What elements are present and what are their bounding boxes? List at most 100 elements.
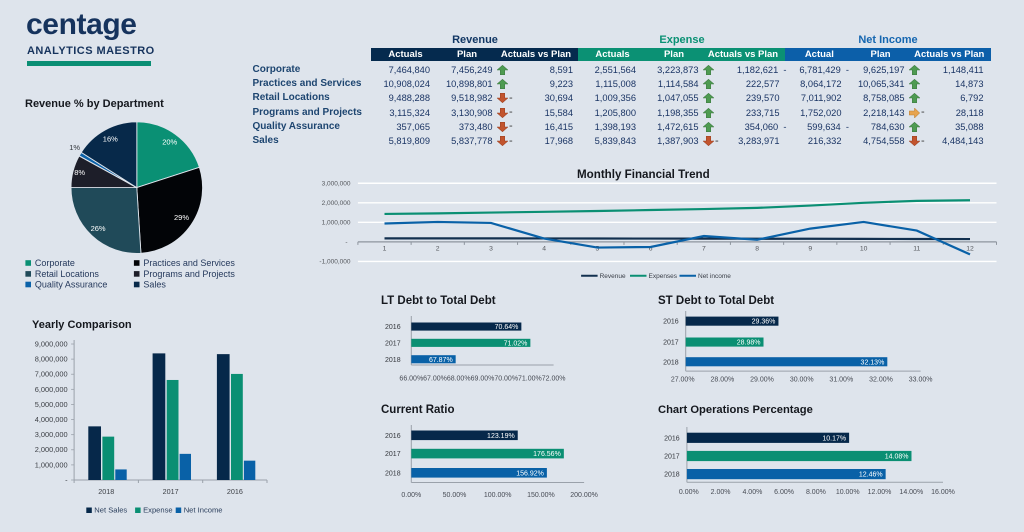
- svg-text:10.00%: 10.00%: [836, 489, 860, 496]
- svg-text:-1,000,000: -1,000,000: [319, 259, 350, 266]
- svg-text:28.98%: 28.98%: [737, 340, 761, 347]
- svg-text:6,000,000: 6,000,000: [35, 385, 68, 394]
- svg-text:2018: 2018: [98, 487, 114, 496]
- svg-text:71.00%: 71.00%: [518, 376, 542, 383]
- svg-text:2016: 2016: [663, 319, 679, 326]
- svg-text:32.13%: 32.13%: [861, 359, 885, 366]
- svg-text:2018: 2018: [663, 359, 679, 366]
- svg-text:11: 11: [913, 245, 920, 252]
- svg-text:2018: 2018: [385, 357, 401, 364]
- svg-text:69.00%: 69.00%: [471, 376, 495, 383]
- svg-text:27.00%: 27.00%: [671, 377, 695, 384]
- svg-text:1: 1: [383, 245, 387, 252]
- svg-text:0.00%: 0.00%: [679, 489, 699, 496]
- svg-text:20%: 20%: [162, 137, 177, 146]
- svg-text:-: -: [345, 239, 347, 246]
- svg-text:8.00%: 8.00%: [806, 489, 826, 496]
- svg-text:Sales: Sales: [143, 279, 166, 289]
- svg-text:67.87%: 67.87%: [429, 357, 453, 364]
- svg-text:28.00%: 28.00%: [711, 377, 735, 384]
- svg-text:8: 8: [755, 245, 759, 252]
- svg-text:156.92%: 156.92%: [516, 470, 544, 477]
- svg-text:16.00%: 16.00%: [931, 489, 955, 496]
- svg-text:2016: 2016: [227, 487, 243, 496]
- svg-text:16%: 16%: [103, 134, 118, 143]
- svg-text:1,000,000: 1,000,000: [35, 460, 68, 469]
- svg-text:100.00%: 100.00%: [484, 492, 512, 499]
- svg-text:200.00%: 200.00%: [570, 492, 598, 499]
- svg-text:2018: 2018: [385, 470, 401, 477]
- svg-text:67.00%: 67.00%: [423, 376, 447, 383]
- svg-text:Expense: Expense: [143, 506, 173, 515]
- svg-text:4,000,000: 4,000,000: [35, 415, 68, 424]
- svg-text:3: 3: [489, 245, 493, 252]
- svg-text:176.56%: 176.56%: [533, 451, 561, 458]
- svg-text:70.64%: 70.64%: [495, 324, 519, 331]
- svg-text:26%: 26%: [91, 224, 106, 233]
- svg-text:2,000,000: 2,000,000: [35, 445, 68, 454]
- svg-text:123.19%: 123.19%: [487, 433, 515, 440]
- svg-text:8%: 8%: [74, 168, 85, 177]
- svg-text:14.08%: 14.08%: [885, 454, 909, 461]
- svg-text:33.00%: 33.00%: [909, 377, 933, 384]
- svg-text:30.00%: 30.00%: [790, 377, 814, 384]
- svg-text:Net Sales: Net Sales: [94, 506, 127, 515]
- svg-text:Net income: Net income: [698, 273, 731, 280]
- svg-text:9,000,000: 9,000,000: [35, 339, 68, 348]
- svg-text:70.00%: 70.00%: [494, 376, 518, 383]
- svg-text:72.00%: 72.00%: [542, 376, 566, 383]
- svg-text:1%: 1%: [69, 143, 80, 152]
- svg-text:12.00%: 12.00%: [868, 489, 892, 496]
- svg-text:71.02%: 71.02%: [504, 340, 528, 347]
- svg-text:50.00%: 50.00%: [443, 492, 467, 499]
- svg-text:2016: 2016: [385, 324, 401, 331]
- svg-text:6: 6: [649, 245, 653, 252]
- svg-text:10.17%: 10.17%: [822, 435, 846, 442]
- svg-text:4: 4: [542, 245, 546, 252]
- svg-text:0.00%: 0.00%: [401, 492, 421, 499]
- svg-text:Revenue: Revenue: [600, 273, 626, 280]
- svg-text:4.00%: 4.00%: [742, 489, 762, 496]
- svg-text:Corporate: Corporate: [35, 258, 75, 268]
- svg-text:3,000,000: 3,000,000: [322, 181, 351, 188]
- svg-text:2017: 2017: [663, 340, 679, 347]
- svg-text:2017: 2017: [385, 451, 401, 458]
- svg-text:31.00%: 31.00%: [829, 377, 853, 384]
- svg-text:2.00%: 2.00%: [711, 489, 731, 496]
- svg-text:5: 5: [596, 245, 600, 252]
- svg-text:68.00%: 68.00%: [447, 376, 471, 383]
- svg-text:2016: 2016: [385, 433, 401, 440]
- svg-text:32.00%: 32.00%: [869, 377, 893, 384]
- svg-text:29.36%: 29.36%: [752, 319, 776, 326]
- svg-text:2: 2: [436, 245, 440, 252]
- svg-text:2018: 2018: [664, 472, 680, 479]
- svg-text:2017: 2017: [664, 454, 680, 461]
- svg-text:Programs and Projects: Programs and Projects: [143, 269, 235, 279]
- svg-text:14.00%: 14.00%: [899, 489, 923, 496]
- svg-text:2017: 2017: [385, 340, 401, 347]
- svg-text:29%: 29%: [174, 213, 189, 222]
- svg-text:12: 12: [966, 245, 974, 252]
- svg-text:Expenses: Expenses: [649, 273, 678, 280]
- svg-text:7: 7: [702, 245, 706, 252]
- svg-text:-: -: [65, 475, 68, 484]
- svg-text:2017: 2017: [163, 487, 179, 496]
- svg-text:1,000,000: 1,000,000: [322, 220, 351, 227]
- svg-text:5,000,000: 5,000,000: [35, 400, 68, 409]
- svg-text:Net Income: Net Income: [184, 506, 223, 515]
- svg-text:10: 10: [860, 245, 868, 252]
- svg-text:8,000,000: 8,000,000: [35, 355, 68, 364]
- svg-text:12.46%: 12.46%: [859, 472, 883, 479]
- svg-text:6.00%: 6.00%: [774, 489, 794, 496]
- svg-text:2016: 2016: [664, 435, 680, 442]
- svg-text:150.00%: 150.00%: [527, 492, 555, 499]
- svg-text:9: 9: [808, 245, 812, 252]
- svg-text:Retail Locations: Retail Locations: [35, 269, 100, 279]
- svg-text:7,000,000: 7,000,000: [35, 370, 68, 379]
- svg-text:66.00%: 66.00%: [399, 376, 423, 383]
- svg-text:Quality Assurance: Quality Assurance: [35, 279, 108, 289]
- svg-text:29.00%: 29.00%: [750, 377, 774, 384]
- svg-text:3,000,000: 3,000,000: [35, 430, 68, 439]
- svg-text:2,000,000: 2,000,000: [322, 200, 351, 207]
- svg-text:Practices and Services: Practices and Services: [143, 258, 235, 268]
